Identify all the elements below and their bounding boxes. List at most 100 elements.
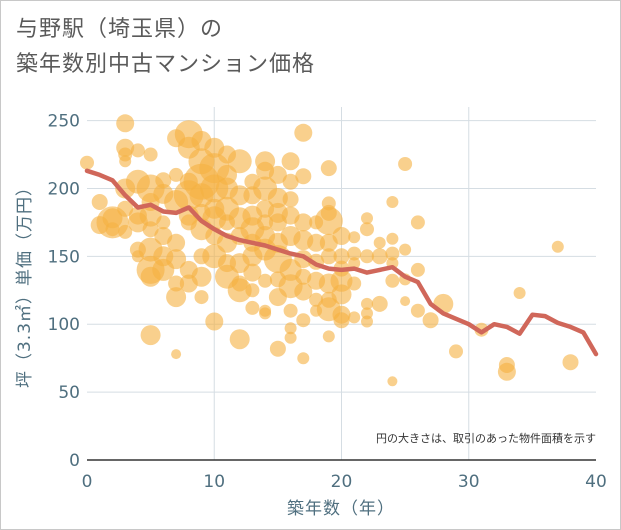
- data-bubble: [314, 207, 343, 235]
- data-bubble: [474, 322, 489, 337]
- data-bubble: [105, 222, 120, 237]
- chart-title: 与野駅（埼玉県）の 築年数別中古マンション価格: [16, 12, 315, 82]
- data-bubble: [166, 249, 187, 270]
- data-bubble: [119, 155, 132, 168]
- data-bubble: [410, 215, 425, 230]
- data-bubble: [156, 215, 171, 230]
- data-bubble: [284, 322, 297, 335]
- data-bubble: [331, 284, 352, 305]
- y-tick-label: 50: [58, 383, 80, 403]
- data-bubble: [333, 248, 350, 265]
- data-bubble: [332, 227, 351, 245]
- data-bubble: [229, 329, 250, 350]
- data-bubble: [348, 311, 361, 324]
- chart-title-line2: 築年数別中古マンション価格: [16, 52, 316, 77]
- data-bubble: [551, 240, 564, 253]
- data-bubble: [91, 194, 108, 210]
- x-tick-label: 40: [585, 472, 607, 492]
- data-bubble: [410, 303, 425, 318]
- data-bubble: [361, 297, 373, 310]
- trend-line-group: [84, 168, 599, 357]
- y-tick-label: 100: [48, 315, 80, 335]
- data-bubble: [386, 196, 399, 208]
- y-tick-label: 0: [69, 451, 80, 471]
- data-bubble: [155, 172, 172, 189]
- data-bubble: [268, 165, 287, 184]
- y-axis-label: 坪（3.3㎡）単価（万円）: [15, 178, 35, 388]
- data-bubble: [347, 246, 362, 261]
- data-bubble: [283, 303, 298, 318]
- data-bubble: [361, 212, 373, 225]
- data-bubble: [245, 283, 260, 298]
- data-bubble: [80, 155, 94, 170]
- data-bubble: [169, 167, 184, 182]
- data-bubble: [295, 168, 312, 185]
- data-bubble: [562, 354, 579, 371]
- y-tick-label: 250: [48, 112, 80, 132]
- data-bubble: [320, 248, 337, 265]
- data-bubble: [267, 188, 288, 208]
- data-bubble: [231, 275, 248, 292]
- data-bubble: [140, 325, 161, 346]
- data-bubble: [371, 248, 388, 265]
- data-bubble: [497, 362, 516, 381]
- data-bubble: [307, 233, 326, 252]
- data-bubble: [281, 152, 300, 171]
- x-axis-label: 築年数（年）: [287, 499, 395, 519]
- data-bubble: [400, 296, 411, 307]
- data-bubble: [167, 233, 186, 252]
- data-bubble: [229, 185, 250, 206]
- data-bubble: [348, 257, 361, 270]
- data-bubble: [398, 157, 413, 171]
- data-bubble: [194, 290, 209, 305]
- y-tick-label: 200: [48, 179, 80, 199]
- y-tick-label: 150: [48, 247, 80, 267]
- data-bubble: [205, 312, 224, 331]
- x-tick-label: 10: [203, 472, 225, 492]
- data-bubble: [385, 273, 400, 288]
- data-bubble: [168, 275, 185, 292]
- data-bubble: [116, 114, 135, 133]
- data-bubble: [282, 191, 299, 208]
- data-bubble: [294, 213, 313, 232]
- data-bubble: [282, 173, 299, 190]
- data-bubble: [258, 273, 273, 288]
- data-bubble: [387, 376, 398, 387]
- x-tick-label: 20: [331, 472, 353, 492]
- data-bubble: [399, 243, 412, 256]
- data-bubble: [257, 214, 274, 231]
- data-bubble: [117, 200, 134, 217]
- data-bubble: [422, 312, 439, 329]
- data-bubble: [322, 330, 335, 343]
- data-bubble: [371, 295, 388, 312]
- chart-title-line1: 与野駅（埼玉県）の: [16, 17, 224, 42]
- data-bubble: [297, 352, 310, 365]
- x-tick-label: 0: [82, 472, 93, 492]
- size-annotation: 円の大きさは、取引のあった物件面積を示す: [376, 431, 596, 445]
- data-bubble: [513, 287, 526, 299]
- data-bubble: [166, 287, 187, 308]
- bubbles: [80, 114, 579, 387]
- data-bubble: [410, 262, 425, 277]
- data-bubble: [259, 307, 272, 320]
- tick-labels: 0 10 20 30 40 0 50 100 150 200 250: [48, 112, 607, 492]
- data-bubble: [269, 340, 286, 357]
- data-bubble: [320, 160, 337, 177]
- data-bubble: [118, 224, 133, 239]
- data-bubble: [373, 236, 386, 249]
- x-tick-label: 30: [458, 472, 480, 492]
- data-bubble: [171, 349, 182, 360]
- data-bubble: [385, 246, 400, 261]
- data-bubble: [227, 149, 252, 174]
- trend-line: [84, 168, 599, 357]
- data-bubble: [245, 300, 260, 315]
- data-bubble: [360, 249, 374, 264]
- data-bubble: [386, 232, 399, 245]
- data-bubble: [296, 313, 311, 328]
- data-bubble: [294, 123, 313, 142]
- data-bubble: [360, 222, 374, 237]
- data-bubble: [243, 263, 262, 282]
- data-bubble: [333, 312, 350, 329]
- data-bubble: [102, 208, 123, 229]
- data-bubble: [284, 331, 297, 344]
